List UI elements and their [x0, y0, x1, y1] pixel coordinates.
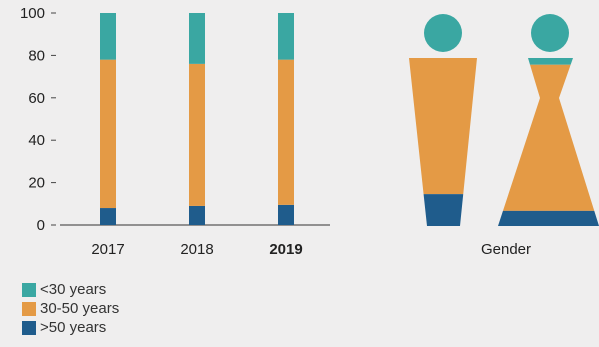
- bar-segment: [100, 208, 116, 225]
- bar-segment: [100, 59, 116, 209]
- legend-label-under-30: <30 years: [40, 281, 107, 298]
- bar-segment: [189, 13, 205, 64]
- y-tick-label: 80: [28, 47, 45, 64]
- x-tick-label: 2017: [91, 241, 124, 258]
- female-body-under-30: [528, 58, 573, 65]
- legend-swatch-30-50: [22, 301, 36, 316]
- legend-swatch-under-30: [22, 282, 36, 297]
- legend-item-under-30: <30 years: [22, 280, 119, 299]
- bar-segment: [278, 59, 294, 205]
- bar-segment: [189, 63, 205, 206]
- female-body-over-50: [498, 210, 599, 226]
- stacked-bars: [100, 13, 294, 225]
- legend: <30 years 30-50 years >50 years: [22, 280, 119, 337]
- y-tick-label: 60: [28, 90, 45, 107]
- bar-segment: [189, 205, 205, 225]
- gender-axis-label: Gender: [481, 241, 531, 258]
- legend-item-over-50: >50 years: [22, 318, 119, 337]
- y-axis: 0 20 40 60 80 100: [20, 5, 330, 234]
- y-tick-label: 100: [20, 5, 45, 22]
- x-tick-label: 2018: [180, 241, 213, 258]
- bar-segment: [278, 204, 294, 225]
- female-head: [531, 14, 569, 52]
- y-tick-label: 0: [37, 217, 45, 234]
- x-axis-labels: 2017 2018 2019: [91, 241, 302, 258]
- x-tick-label: 2019: [269, 241, 302, 258]
- legend-item-30-50: 30-50 years: [22, 299, 119, 318]
- legend-label-over-50: >50 years: [40, 319, 107, 336]
- bar-segment: [100, 13, 116, 60]
- y-tick-label: 20: [28, 175, 45, 192]
- gender-pictogram: [409, 14, 599, 226]
- legend-label-30-50: 30-50 years: [40, 300, 120, 317]
- male-body-30-50: [409, 58, 477, 195]
- male-body-over-50: [423, 194, 464, 226]
- bar-segment: [278, 13, 294, 60]
- legend-swatch-over-50: [22, 320, 36, 335]
- y-tick-label: 40: [28, 132, 45, 149]
- female-body-30-50: [502, 64, 595, 211]
- male-head: [424, 14, 462, 52]
